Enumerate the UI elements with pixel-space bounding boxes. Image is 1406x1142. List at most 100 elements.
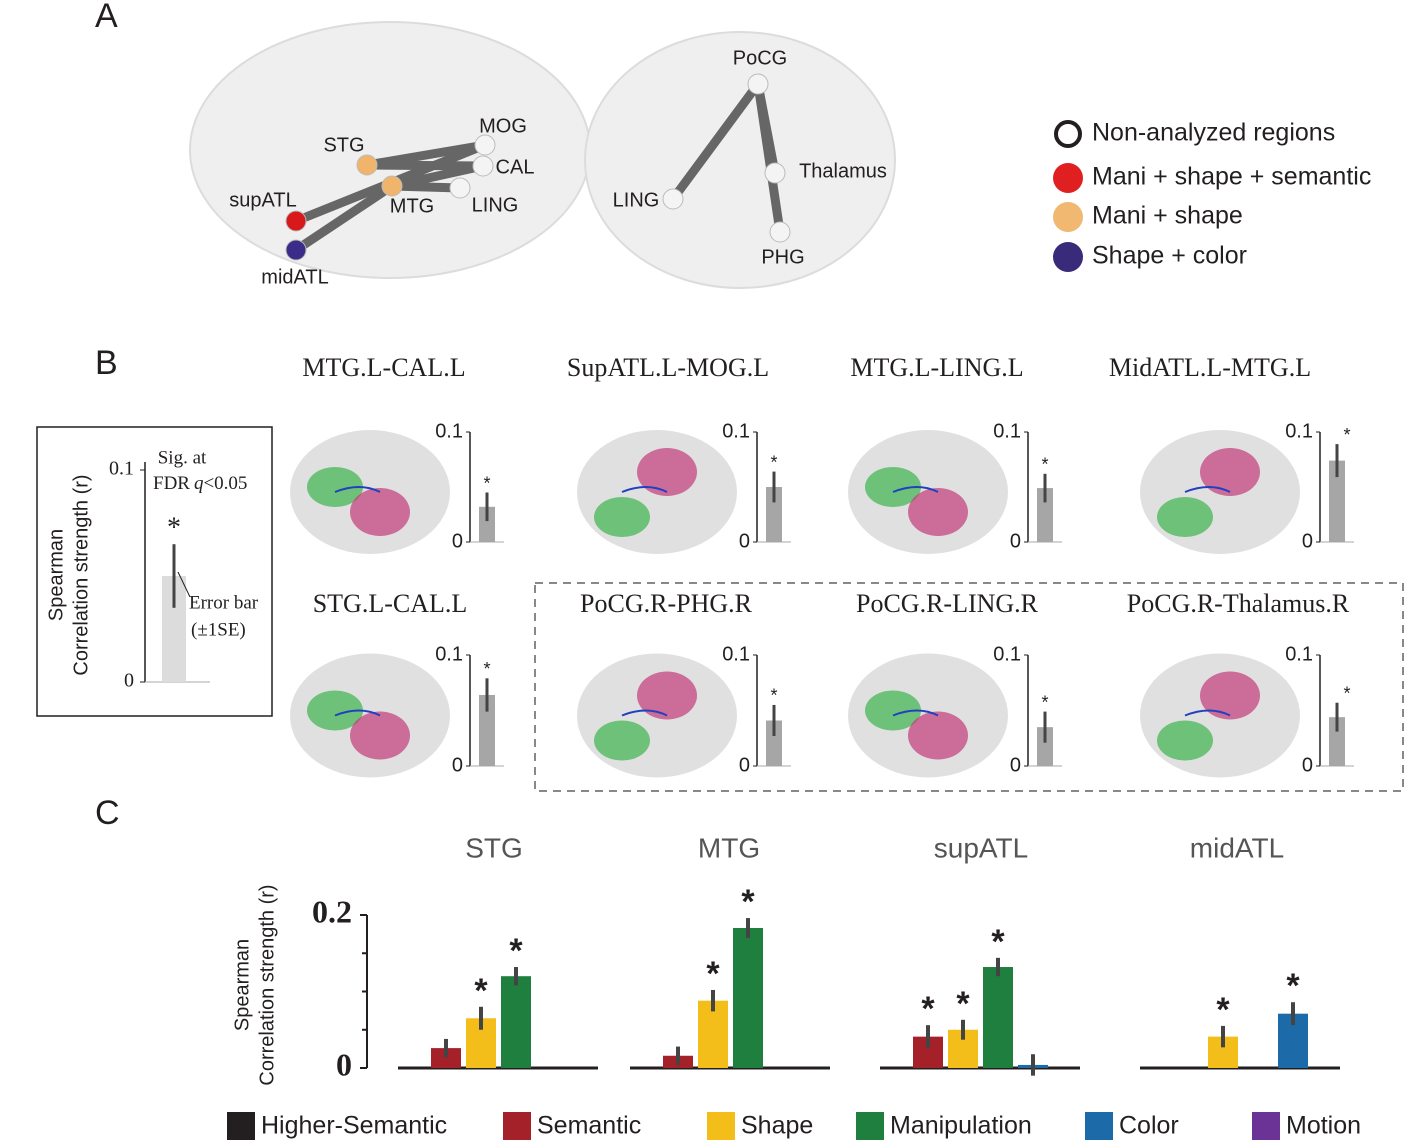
tract <box>621 486 668 493</box>
significance-star: * <box>991 923 1005 961</box>
legend-swatch <box>503 1112 531 1140</box>
y-tick-label: 0 <box>452 754 463 776</box>
legend-marker <box>1053 202 1083 232</box>
significance-star: * <box>1343 425 1350 445</box>
y-axis-label: Correlation strength (r) <box>256 884 278 1085</box>
legend-marker <box>1054 120 1082 148</box>
y-tick-label: 0.1 <box>993 420 1021 442</box>
y-tick-label: 0.1 <box>722 420 750 442</box>
bar <box>983 967 1013 1068</box>
plot-title: MTG.L-LING.L <box>850 353 1023 382</box>
bar <box>766 720 782 766</box>
y-tick-label: 0.1 <box>109 458 134 480</box>
significance-star: * <box>509 932 523 970</box>
plot-title: PoCG.R-PHG.R <box>580 589 753 618</box>
panel-label: A <box>95 0 118 35</box>
y-axis-label: Spearman <box>45 529 67 621</box>
y-tick-label: 0.1 <box>722 643 750 665</box>
tract <box>892 486 939 493</box>
region-magenta <box>350 488 410 536</box>
y-tick-label: 0 <box>1302 530 1313 552</box>
plot-title: STG.L-CAL.L <box>313 589 468 618</box>
example-box <box>36 426 273 717</box>
legend-label: Higher-Semantic <box>261 1112 447 1140</box>
brain-left <box>189 21 591 279</box>
region-green <box>865 467 921 507</box>
bar <box>1329 717 1345 766</box>
region-green <box>1157 497 1213 537</box>
panel-label: C <box>95 794 120 832</box>
sig-note: FDR q<0.05 <box>153 473 247 494</box>
tract <box>1184 486 1231 493</box>
node <box>472 155 494 177</box>
plot-title: PoCG.R-Thalamus.R <box>1127 589 1350 618</box>
legend-label: Color <box>1119 1112 1179 1140</box>
legend-swatch <box>1085 1112 1113 1140</box>
sig-note: Sig. at <box>158 447 207 468</box>
legend-label: Shape + color <box>1092 242 1247 270</box>
significance-star: * <box>1041 692 1048 712</box>
node <box>285 239 307 261</box>
bar <box>479 694 495 766</box>
legend-swatch <box>707 1112 735 1140</box>
right-hemisphere-frame <box>534 582 1404 792</box>
error-note: (±1SE) <box>191 619 246 640</box>
significance-star: * <box>921 990 935 1028</box>
region-green <box>1157 720 1213 761</box>
node <box>381 175 403 197</box>
region-magenta <box>1200 448 1260 496</box>
node <box>474 134 496 156</box>
node-label: LING <box>613 189 660 211</box>
significance-star: * <box>956 985 970 1023</box>
legend-label: Manipulation <box>890 1112 1032 1140</box>
legend-label: Non-analyzed regions <box>1092 119 1335 147</box>
connection <box>387 181 465 193</box>
plot-title: SupATL.L-MOG.L <box>567 353 769 382</box>
legend-marker <box>1053 163 1083 193</box>
significance-star: * <box>1041 455 1048 475</box>
group-title: midATL <box>1190 832 1284 863</box>
connection <box>753 79 780 178</box>
y-axis-label: Correlation strength (r) <box>70 474 92 675</box>
sig-note-part: q <box>194 473 204 494</box>
y-tick-label: 0.1 <box>993 643 1021 665</box>
group-title: MTG <box>698 832 760 863</box>
region-green <box>594 497 650 537</box>
y-tick-label: 0.1 <box>435 420 463 442</box>
y-tick-label: 0 <box>1302 754 1313 776</box>
region-magenta <box>637 671 697 720</box>
y-tick-label: 0.1 <box>435 643 463 665</box>
bar <box>698 1000 728 1068</box>
region-green <box>594 720 650 761</box>
bar <box>479 506 495 542</box>
sig-note-part: FDR <box>153 473 190 494</box>
node-label: PHG <box>761 246 804 268</box>
y-tick-label: 0 <box>452 530 463 552</box>
significance-star: * <box>1286 967 1300 1005</box>
y-axis-label: Spearman <box>231 939 253 1031</box>
group-title: STG <box>465 832 523 863</box>
tract <box>1184 709 1231 717</box>
legend-swatch <box>1252 1112 1280 1140</box>
brain-right <box>584 31 896 289</box>
bar <box>1037 488 1053 542</box>
region-magenta <box>908 711 968 760</box>
node-label: CAL <box>496 156 535 178</box>
legend-label: Motion <box>1286 1112 1361 1140</box>
node-label: STG <box>323 134 364 156</box>
significance-star: * <box>167 513 181 544</box>
legend-marker <box>1053 242 1083 272</box>
plot-title: MTG.L-CAL.L <box>302 353 465 382</box>
bar <box>733 928 763 1068</box>
significance-star: * <box>483 473 490 493</box>
leader <box>177 571 191 598</box>
y-tick-label: 0.1 <box>1285 643 1313 665</box>
legend-label: Semantic <box>537 1112 641 1140</box>
region-green <box>865 690 921 731</box>
y-tick-label: 0 <box>739 754 750 776</box>
node-label: Thalamus <box>799 160 887 182</box>
node <box>662 188 684 210</box>
significance-star: * <box>1216 991 1230 1029</box>
region-magenta <box>908 488 968 536</box>
